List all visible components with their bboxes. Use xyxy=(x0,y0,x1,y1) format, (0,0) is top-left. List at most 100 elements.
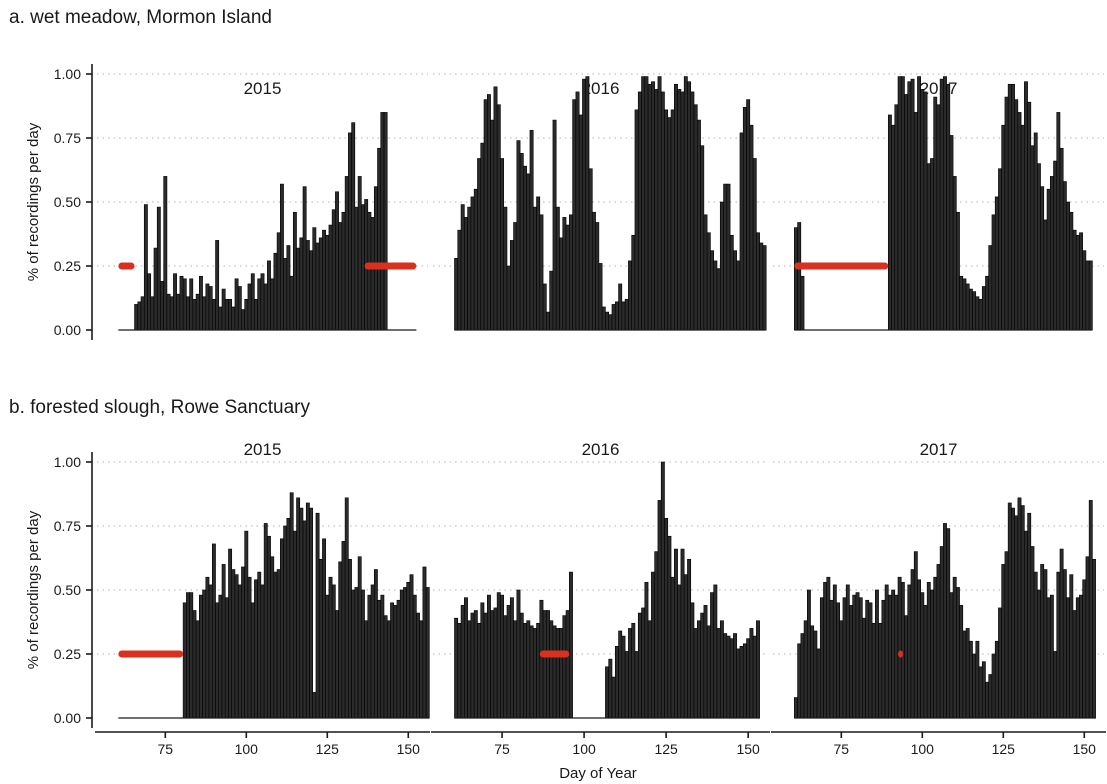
bar xyxy=(1033,132,1038,331)
bar xyxy=(674,83,678,331)
bar xyxy=(539,214,544,331)
bar xyxy=(322,538,326,719)
bar xyxy=(331,209,336,331)
bar xyxy=(250,273,255,331)
panel-title: b. forested slough, Rowe Sanctuary xyxy=(9,397,311,418)
bar xyxy=(309,507,314,719)
bar xyxy=(457,622,462,719)
bar xyxy=(552,119,557,331)
bar xyxy=(800,275,805,331)
y-tick-label: 0.75 xyxy=(54,518,81,534)
bar xyxy=(1059,548,1064,719)
bar xyxy=(292,530,297,719)
bar xyxy=(383,615,388,719)
bar xyxy=(454,258,459,331)
bar xyxy=(644,582,649,719)
bar xyxy=(270,556,275,719)
bar xyxy=(532,206,537,331)
bar xyxy=(994,196,999,331)
bar xyxy=(930,589,934,719)
bar xyxy=(680,548,685,719)
bar xyxy=(460,605,465,719)
bar xyxy=(477,158,482,331)
bar xyxy=(1079,594,1083,719)
bar xyxy=(348,132,352,331)
bar xyxy=(1004,96,1009,331)
bar xyxy=(865,599,870,719)
bar xyxy=(670,109,675,331)
bar xyxy=(746,99,751,331)
bar xyxy=(1017,112,1022,331)
bar xyxy=(618,283,623,331)
bar xyxy=(137,301,142,331)
bar xyxy=(228,548,233,719)
bar xyxy=(483,612,488,719)
y-tick-label: 0.25 xyxy=(54,646,81,662)
bar xyxy=(762,245,767,331)
bar xyxy=(752,635,757,719)
bar xyxy=(1082,579,1087,719)
bar xyxy=(624,651,629,719)
bar xyxy=(647,620,652,719)
bar xyxy=(644,76,649,331)
bar xyxy=(1062,569,1067,719)
bar xyxy=(700,612,705,719)
bar xyxy=(981,286,986,331)
bar xyxy=(173,273,177,331)
bar xyxy=(377,599,382,719)
bar xyxy=(797,222,802,331)
bar xyxy=(565,224,570,331)
bar xyxy=(628,260,632,331)
bar xyxy=(509,240,514,331)
bar xyxy=(380,594,385,719)
bar xyxy=(742,106,747,331)
bar xyxy=(605,311,610,331)
bar xyxy=(150,296,155,331)
bar xyxy=(1037,589,1041,719)
x-tick-label: 100 xyxy=(235,741,259,757)
y-tick-label: 0.00 xyxy=(54,322,81,338)
bar xyxy=(936,564,941,719)
bar xyxy=(726,635,731,719)
bar xyxy=(591,211,596,331)
bar xyxy=(454,617,459,719)
bar xyxy=(500,594,505,719)
x-tick-label: 100 xyxy=(911,741,935,757)
bar xyxy=(299,507,304,719)
bar xyxy=(273,571,278,719)
bar xyxy=(624,298,629,331)
bar xyxy=(687,81,692,331)
bar xyxy=(826,576,831,719)
bar xyxy=(920,89,925,331)
bar xyxy=(968,640,973,719)
bar xyxy=(910,78,915,331)
bar xyxy=(1079,232,1083,331)
bar xyxy=(920,592,925,719)
bar xyxy=(978,298,983,331)
bar xyxy=(354,206,359,331)
bar xyxy=(588,168,593,331)
bar xyxy=(549,270,554,331)
bar xyxy=(493,607,498,719)
bar xyxy=(134,304,139,331)
bar xyxy=(406,582,411,719)
bar xyxy=(1033,571,1038,719)
bar xyxy=(946,528,951,719)
bar xyxy=(894,594,899,719)
bar xyxy=(221,288,226,331)
bar xyxy=(341,211,346,331)
bar xyxy=(467,620,472,719)
bar xyxy=(1092,558,1096,719)
bar xyxy=(952,176,957,331)
bar xyxy=(179,275,184,331)
bar xyxy=(176,293,181,331)
bar xyxy=(244,530,249,719)
bar xyxy=(526,620,531,719)
bar xyxy=(1049,594,1054,719)
bar xyxy=(373,569,378,719)
bar xyxy=(280,183,284,331)
bar xyxy=(913,551,918,719)
bar xyxy=(1053,160,1058,331)
x-tick-label: 150 xyxy=(1073,741,1097,757)
bar xyxy=(1001,564,1006,719)
